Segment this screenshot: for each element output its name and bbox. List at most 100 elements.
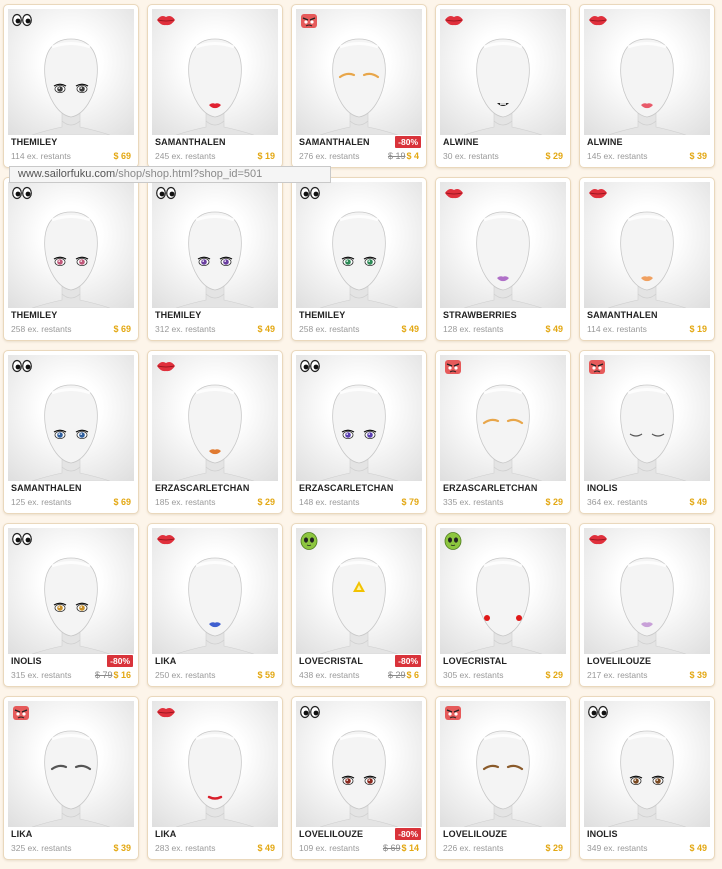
old-price: $ 79 — [94, 670, 113, 680]
creator-name[interactable]: THEMILEY — [155, 310, 202, 320]
creator-name[interactable]: LOVELILOUZE — [587, 656, 652, 666]
status-url-path: /shop/shop.html?shop_id=501 — [115, 168, 263, 180]
product-card[interactable]: LOVELILOUZE 217 ex. restants $ 39 — [579, 523, 715, 687]
product-card[interactable]: INOLIS 364 ex. restants $ 49 — [579, 350, 715, 514]
product-card[interactable]: LOVECRISTAL 305 ex. restants $ 29 — [435, 523, 571, 687]
product-thumbnail[interactable] — [584, 182, 710, 308]
discount-badge: -80% — [107, 655, 133, 667]
product-card[interactable]: LOVELILOUZE 226 ex. restants $ 29 — [435, 696, 571, 860]
product-card[interactable]: LIKA 325 ex. restants $ 39 — [3, 696, 139, 860]
creator-name[interactable]: INOLIS — [587, 483, 618, 493]
stock-remaining: 438 ex. restants — [299, 670, 360, 680]
product-thumbnail[interactable] — [584, 528, 710, 654]
price: $ 19$ 4 — [388, 151, 419, 161]
product-thumbnail[interactable] — [440, 182, 566, 308]
status-url-host: www.sailorfuku.com — [18, 168, 116, 180]
price: $ 39 — [113, 843, 131, 853]
product-thumbnail[interactable] — [440, 355, 566, 481]
lips-icon — [156, 359, 175, 373]
product-card[interactable]: SAMANTHALEN 276 ex. restants -80% $ 19$ 4 — [291, 4, 427, 168]
creator-name[interactable]: THEMILEY — [11, 137, 58, 147]
product-card[interactable]: LOVECRISTAL 438 ex. restants -80% $ 29$ 6 — [291, 523, 427, 687]
product-thumbnail[interactable] — [8, 355, 134, 481]
creator-name[interactable]: SAMANTHALEN — [11, 483, 82, 493]
product-thumbnail[interactable] — [8, 9, 134, 135]
creator-name[interactable]: LOVELILOUZE — [299, 829, 364, 839]
discount-badge: -80% — [395, 136, 421, 148]
creator-name[interactable]: THEMILEY — [11, 310, 58, 320]
product-card[interactable]: ALWINE 145 ex. restants $ 39 — [579, 4, 715, 168]
price: $ 69 — [113, 497, 131, 507]
product-thumbnail[interactable] — [440, 701, 566, 827]
creator-name[interactable]: LIKA — [11, 829, 33, 839]
alien-icon — [300, 532, 318, 550]
product-card[interactable]: SAMANTHALEN 245 ex. restants $ 19 — [147, 4, 283, 168]
product-card[interactable]: THEMILEY 312 ex. restants $ 49 — [147, 177, 283, 341]
product-card[interactable]: ERZASCARLETCHAN 148 ex. restants $ 79 — [291, 350, 427, 514]
creator-name[interactable]: SAMANTHALEN — [155, 137, 226, 147]
product-thumbnail[interactable] — [8, 528, 134, 654]
product-thumbnail[interactable] — [296, 182, 422, 308]
creator-name[interactable]: LOVECRISTAL — [299, 656, 363, 666]
product-card[interactable]: LIKA 250 ex. restants $ 59 — [147, 523, 283, 687]
creator-name[interactable]: LIKA — [155, 829, 177, 839]
stock-remaining: 30 ex. restants — [443, 151, 499, 161]
stock-remaining: 315 ex. restants — [11, 670, 72, 680]
stock-remaining: 114 ex. restants — [11, 151, 71, 161]
creator-name[interactable]: ALWINE — [443, 137, 479, 147]
product-card[interactable]: SAMANTHALEN 125 ex. restants $ 69 — [3, 350, 139, 514]
product-card[interactable]: THEMILEY 114 ex. restants $ 69 — [3, 4, 139, 168]
creator-name[interactable]: LOVECRISTAL — [443, 656, 507, 666]
product-card[interactable]: ERZASCARLETCHAN 335 ex. restants $ 29 — [435, 350, 571, 514]
product-card[interactable]: INOLIS 349 ex. restants $ 49 — [579, 696, 715, 860]
product-card[interactable]: SAMANTHALEN 114 ex. restants $ 19 — [579, 177, 715, 341]
product-thumbnail[interactable] — [152, 9, 278, 135]
product-card[interactable]: INOLIS 315 ex. restants -80% $ 79$ 16 — [3, 523, 139, 687]
product-thumbnail[interactable] — [296, 528, 422, 654]
creator-name[interactable]: ERZASCARLETCHAN — [443, 483, 538, 493]
product-thumbnail[interactable] — [152, 528, 278, 654]
creator-name[interactable]: STRAWBERRIES — [443, 310, 517, 320]
price: $ 69$ 14 — [383, 843, 419, 853]
stock-remaining: 114 ex. restants — [587, 324, 647, 334]
product-thumbnail[interactable] — [296, 701, 422, 827]
creator-name[interactable]: INOLIS — [587, 829, 618, 839]
stock-remaining: 325 ex. restants — [11, 843, 72, 853]
product-thumbnail[interactable] — [8, 182, 134, 308]
price: $ 49 — [257, 324, 275, 334]
creator-name[interactable]: ERZASCARLETCHAN — [299, 483, 394, 493]
product-thumbnail[interactable] — [8, 701, 134, 827]
product-card[interactable]: ALWINE 30 ex. restants $ 29 — [435, 4, 571, 168]
product-thumbnail[interactable] — [152, 182, 278, 308]
product-thumbnail[interactable] — [584, 701, 710, 827]
lips-icon — [588, 532, 607, 546]
product-thumbnail[interactable] — [440, 528, 566, 654]
creator-name[interactable]: THEMILEY — [299, 310, 346, 320]
product-thumbnail[interactable] — [296, 355, 422, 481]
product-card[interactable]: LIKA 283 ex. restants $ 49 — [147, 696, 283, 860]
product-card[interactable]: ERZASCARLETCHAN 185 ex. restants $ 29 — [147, 350, 283, 514]
creator-name[interactable]: LOVELILOUZE — [443, 829, 508, 839]
product-thumbnail[interactable] — [584, 9, 710, 135]
creator-name[interactable]: SAMANTHALEN — [299, 137, 370, 147]
product-card[interactable]: LOVELILOUZE 109 ex. restants -80% $ 69$ 14 — [291, 696, 427, 860]
product-card[interactable]: THEMILEY 258 ex. restants $ 49 — [291, 177, 427, 341]
creator-name[interactable]: SAMANTHALEN — [587, 310, 658, 320]
product-card[interactable]: STRAWBERRIES 128 ex. restants $ 49 — [435, 177, 571, 341]
sale-price: $ 4 — [406, 151, 419, 161]
creator-name[interactable]: INOLIS — [11, 656, 42, 666]
creator-name[interactable]: ALWINE — [587, 137, 623, 147]
stock-remaining: 128 ex. restants — [443, 324, 504, 334]
product-thumbnail[interactable] — [584, 355, 710, 481]
creator-name[interactable]: LIKA — [155, 656, 177, 666]
discount-badge: -80% — [395, 655, 421, 667]
lips-icon — [588, 186, 607, 200]
product-thumbnail[interactable] — [296, 9, 422, 135]
product-thumbnail[interactable] — [440, 9, 566, 135]
product-thumbnail[interactable] — [152, 355, 278, 481]
product-thumbnail[interactable] — [152, 701, 278, 827]
product-card[interactable]: THEMILEY 258 ex. restants $ 69 — [3, 177, 139, 341]
stock-remaining: 276 ex. restants — [299, 151, 360, 161]
creator-name[interactable]: ERZASCARLETCHAN — [155, 483, 250, 493]
price: $ 19 — [257, 151, 275, 161]
